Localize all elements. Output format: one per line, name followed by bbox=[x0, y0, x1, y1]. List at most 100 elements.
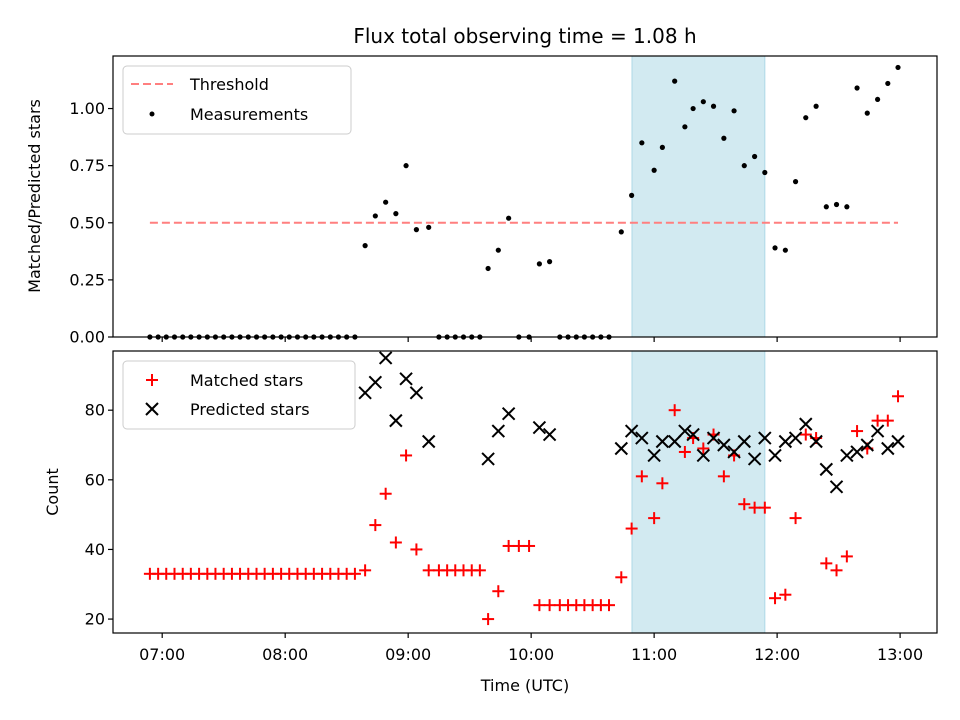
y-tick-label: 0.50 bbox=[69, 213, 105, 232]
matched-star-point bbox=[523, 539, 536, 552]
predicted-star-point bbox=[542, 427, 557, 442]
measurement-point bbox=[833, 201, 840, 208]
predicted-star-point bbox=[501, 406, 516, 421]
matched-star-point bbox=[799, 428, 812, 441]
measurement-point bbox=[772, 245, 778, 251]
bottom-legend-box bbox=[122, 360, 356, 430]
matched-star-point bbox=[348, 567, 361, 580]
matched-star-point bbox=[359, 564, 372, 577]
predicted-star-point bbox=[747, 452, 762, 466]
predicted-star-point bbox=[706, 431, 721, 445]
y-tick-label: 20 bbox=[85, 610, 105, 629]
legend-predicted-label: Predicted stars bbox=[190, 400, 310, 419]
matched-star-point bbox=[738, 498, 751, 511]
bottom-highlight-span bbox=[631, 350, 766, 634]
matched-star-point bbox=[492, 585, 505, 598]
matched-star-point bbox=[543, 599, 556, 612]
legend-matched-swatch bbox=[146, 374, 158, 386]
measurement-point bbox=[741, 163, 747, 169]
matched-star-point bbox=[656, 477, 669, 490]
predicted-star-point bbox=[799, 417, 813, 431]
measurement-point bbox=[629, 192, 635, 198]
measurement-point bbox=[651, 167, 657, 173]
y-tick-label: 1.00 bbox=[69, 99, 105, 118]
measurement-point bbox=[731, 108, 737, 114]
y-tick-label: 80 bbox=[85, 401, 105, 420]
measurement-point bbox=[413, 227, 420, 233]
predicted-star-point bbox=[850, 445, 864, 459]
top-panel-frame bbox=[112, 55, 938, 338]
measurement-point bbox=[682, 124, 688, 130]
measurement-point bbox=[536, 261, 542, 267]
predicted-star-point bbox=[655, 434, 670, 449]
legend-threshold-label: Threshold bbox=[189, 75, 269, 94]
measurement-point bbox=[495, 247, 501, 253]
measurement-point bbox=[372, 213, 378, 219]
matched-star-point bbox=[678, 445, 691, 458]
top-y-axis-label: Matched/Predicted stars bbox=[25, 99, 44, 293]
y-tick-label: 40 bbox=[85, 540, 105, 559]
measurement-point bbox=[823, 204, 829, 210]
measurement-point bbox=[383, 199, 389, 205]
measurement-point bbox=[721, 135, 727, 141]
predicted-star-point bbox=[809, 434, 823, 449]
measurement-point bbox=[506, 215, 512, 221]
matched-star-point bbox=[769, 592, 782, 605]
x-tick-label: 12:00 bbox=[754, 645, 800, 664]
predicted-star-point bbox=[829, 480, 844, 494]
x-tick-label: 08:00 bbox=[262, 645, 308, 664]
x-tick-label: 11:00 bbox=[631, 645, 677, 664]
predicted-star-point bbox=[647, 448, 661, 463]
matched-star-point bbox=[389, 536, 402, 549]
predicted-star-point bbox=[368, 375, 383, 390]
matched-star-point bbox=[717, 470, 730, 483]
chart-title: Flux total observing time = 1.08 h bbox=[353, 24, 696, 48]
predicted-star-point bbox=[686, 427, 700, 442]
predicted-star-point bbox=[399, 372, 413, 386]
matched-star-point bbox=[871, 414, 884, 427]
predicted-star-point bbox=[389, 413, 403, 428]
predicted-star-point bbox=[678, 424, 692, 438]
matched-star-point bbox=[502, 539, 515, 552]
predicted-star-point bbox=[860, 438, 874, 452]
y-tick-label: 0.00 bbox=[69, 328, 105, 347]
matched-star-point bbox=[881, 414, 894, 427]
measurement-point bbox=[895, 64, 901, 71]
predicted-star-point bbox=[532, 420, 547, 435]
x-tick-label: 07:00 bbox=[139, 645, 185, 664]
predicted-star-point bbox=[840, 448, 854, 463]
matched-star-point bbox=[422, 564, 435, 577]
measurement-point bbox=[690, 105, 696, 112]
predicted-star-point bbox=[696, 448, 711, 463]
top-panel: 0.00 0.25 0.50 0.75 1.00 Matched/Predicted s… bbox=[25, 55, 938, 347]
matched-star-point bbox=[851, 425, 864, 438]
measurement-point bbox=[546, 259, 553, 265]
x-tick-label: 10:00 bbox=[508, 645, 554, 664]
matched-star-point bbox=[410, 543, 423, 556]
top-highlight-span bbox=[631, 55, 766, 338]
predicted-star-point bbox=[624, 424, 639, 438]
measurement-point bbox=[672, 78, 678, 84]
matched-star-point bbox=[820, 557, 833, 570]
predicted-star-point bbox=[378, 351, 393, 365]
matched-star-point bbox=[758, 501, 771, 514]
matched-star-point bbox=[635, 470, 648, 483]
matched-star-point bbox=[512, 539, 525, 552]
legend-predicted-swatch bbox=[145, 402, 159, 416]
x-axis-label: Time (UTC) bbox=[480, 676, 569, 695]
bottom-y-axis-label: Count bbox=[43, 468, 62, 516]
predicted-star-point bbox=[758, 431, 772, 445]
matched-star-point bbox=[625, 522, 638, 535]
predicted-star-point bbox=[819, 462, 834, 477]
matched-star-point bbox=[602, 599, 615, 612]
matched-star-point bbox=[473, 564, 486, 577]
measurement-point bbox=[485, 265, 491, 272]
matched-star-point bbox=[830, 564, 843, 577]
matched-star-point bbox=[697, 442, 710, 455]
measurement-point bbox=[864, 110, 870, 116]
x-tick-label: 13:00 bbox=[877, 645, 923, 664]
bottom-panel-frame bbox=[112, 350, 938, 634]
measurement-point bbox=[762, 169, 768, 176]
top-legend-box bbox=[122, 65, 352, 135]
